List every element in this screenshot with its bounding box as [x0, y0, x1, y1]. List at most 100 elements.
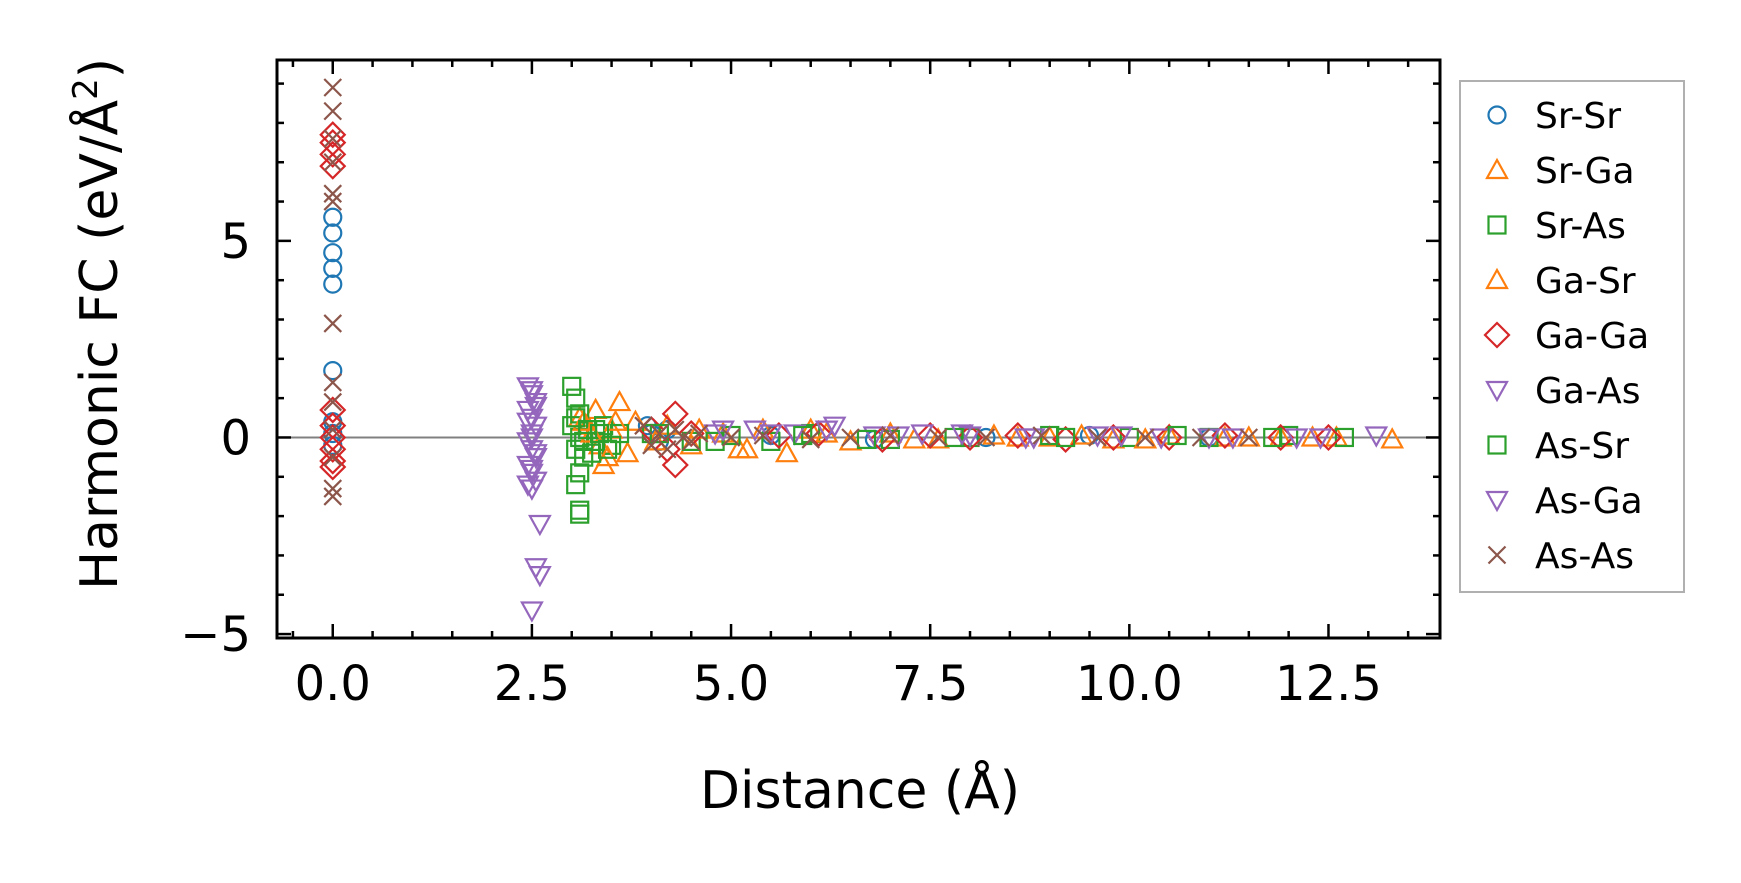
- x-tick-label: 12.5: [1275, 656, 1382, 712]
- legend-entry-as-as: As-As: [1487, 536, 1634, 577]
- data-point: [570, 500, 590, 520]
- data-point: [615, 440, 640, 463]
- data-point: [323, 129, 343, 148]
- data-point: [735, 437, 759, 459]
- data-point: [524, 448, 548, 470]
- data-point: [711, 420, 735, 442]
- data-point: [566, 408, 586, 428]
- data-point: [743, 420, 767, 442]
- data-point: [1155, 423, 1183, 452]
- data-point: [753, 426, 773, 445]
- data-point: [323, 223, 343, 243]
- data-point: [814, 420, 839, 442]
- x-tick-label: 10.0: [1076, 656, 1183, 712]
- legend: Sr-Sr Sr-Ga Sr-As Ga-Sr Ga-Ga Ga-As As-Sr As-Ga…: [1459, 80, 1685, 593]
- data-point: [1236, 425, 1261, 447]
- data-point: [319, 396, 347, 424]
- legend-entry-as-sr: As-Sr: [1487, 426, 1629, 467]
- data-point: [520, 428, 544, 450]
- data-point: [1109, 426, 1134, 448]
- y-axis-label-close: ): [70, 58, 130, 78]
- x-tick-label: 2.5: [494, 656, 570, 712]
- data-point: [793, 425, 813, 446]
- data-point: [1085, 426, 1110, 448]
- data-point: [528, 514, 552, 537]
- plot-frame: [275, 58, 1442, 640]
- data-point: [623, 409, 648, 431]
- data-point: [524, 558, 548, 580]
- data-point: [570, 504, 590, 524]
- data-point: [323, 373, 343, 392]
- data-point: [1056, 427, 1076, 448]
- data-point: [323, 392, 343, 412]
- data-point: [1167, 425, 1187, 446]
- data-point: [323, 243, 343, 263]
- data-point: [323, 420, 343, 439]
- data-point: [520, 459, 544, 482]
- data-point: [1284, 428, 1309, 450]
- data-point: [323, 78, 343, 97]
- data-point: [976, 428, 996, 447]
- series-sr-sr: [323, 207, 1219, 455]
- data-point: [528, 565, 552, 588]
- legend-label: Sr-Sr: [1535, 96, 1621, 137]
- data-point: [319, 140, 347, 168]
- data-point: [323, 447, 343, 467]
- data-point: [679, 433, 704, 455]
- data-point: [1005, 425, 1030, 447]
- data-point: [570, 463, 590, 483]
- legend-label: Ga-As: [1535, 371, 1641, 412]
- x-tick-label: 7.5: [892, 656, 968, 712]
- legend-label: Ga-Sr: [1535, 261, 1636, 302]
- data-point: [661, 451, 689, 479]
- data-point: [650, 424, 669, 443]
- data-point: [1037, 425, 1062, 447]
- data-point: [1364, 426, 1389, 448]
- data-point: [319, 435, 347, 463]
- data-point: [595, 444, 620, 467]
- data-point: [1133, 427, 1158, 449]
- legend-entry-ga-sr: Ga-Sr: [1485, 261, 1636, 302]
- y-tick-label: 0: [220, 410, 251, 466]
- data-point: [689, 424, 709, 443]
- legend-label: Ga-Ga: [1535, 316, 1649, 357]
- data-point: [856, 429, 877, 450]
- data-point: [926, 427, 951, 449]
- data-point: [319, 447, 347, 475]
- legend-entry-ga-ga: Ga-Ga: [1483, 316, 1649, 357]
- data-point: [822, 416, 847, 438]
- data-point: [516, 475, 540, 497]
- data-point: [881, 426, 900, 445]
- data-point: [928, 428, 948, 447]
- x-tick-label: 0.0: [295, 656, 371, 712]
- data-point: [1314, 423, 1343, 452]
- data-point: [1308, 428, 1333, 450]
- data-point: [562, 376, 582, 396]
- data-point: [323, 314, 343, 333]
- data-point: [323, 192, 343, 211]
- axis-ticks: [277, 60, 1440, 638]
- legend-marker: [1487, 435, 1507, 455]
- legend-label: Sr-As: [1535, 206, 1626, 247]
- data-point: [721, 428, 741, 447]
- data-point: [323, 184, 343, 203]
- data-point: [1088, 428, 1107, 447]
- data-point: [319, 152, 347, 180]
- data-point: [1380, 427, 1405, 449]
- data-point: [910, 424, 935, 446]
- legend-marker: [1483, 321, 1511, 349]
- y-tick-label: −5: [180, 607, 251, 663]
- data-point: [597, 439, 618, 459]
- legend-label: As-As: [1535, 536, 1634, 577]
- data-point: [634, 416, 653, 435]
- series-ga-ga: [319, 121, 1343, 481]
- data-point: [878, 421, 903, 443]
- legend-marker: [1485, 380, 1509, 403]
- legend-label: As-Sr: [1535, 426, 1629, 467]
- data-point: [323, 361, 343, 381]
- data-point: [323, 258, 343, 278]
- legend-entry-ga-as: Ga-As: [1485, 371, 1641, 412]
- data-point: [323, 479, 343, 498]
- data-point: [759, 424, 783, 446]
- legend-marker: [1485, 490, 1509, 513]
